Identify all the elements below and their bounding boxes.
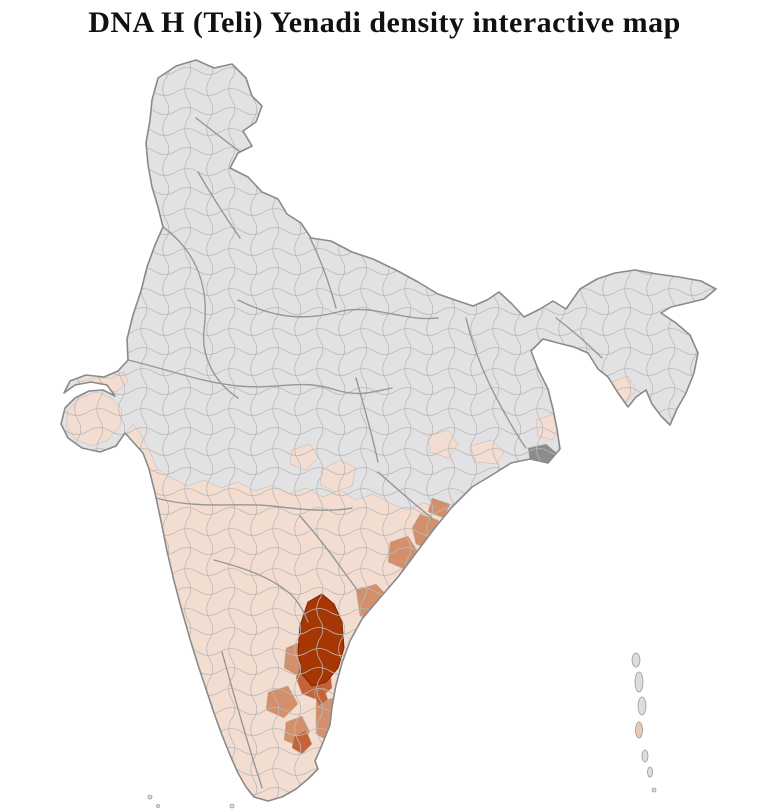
- island[interactable]: [647, 766, 653, 778]
- island[interactable]: [631, 652, 641, 668]
- island[interactable]: [641, 749, 649, 763]
- island-tinted[interactable]: [635, 721, 643, 739]
- district-boundaries-texture: [61, 60, 716, 801]
- small-islets: [147, 794, 235, 809]
- island[interactable]: [651, 787, 657, 793]
- region-northeast-assam-patch[interactable]: [691, 303, 716, 331]
- andaman-nicobar-islands[interactable]: [631, 652, 657, 793]
- islet: [147, 794, 153, 800]
- island[interactable]: [637, 696, 647, 716]
- map-title: DNA H (Teli) Yenadi density interactive …: [88, 6, 681, 39]
- islet: [156, 804, 160, 808]
- islet: [229, 803, 235, 809]
- island[interactable]: [634, 671, 644, 693]
- india-outline: [60, 59, 717, 802]
